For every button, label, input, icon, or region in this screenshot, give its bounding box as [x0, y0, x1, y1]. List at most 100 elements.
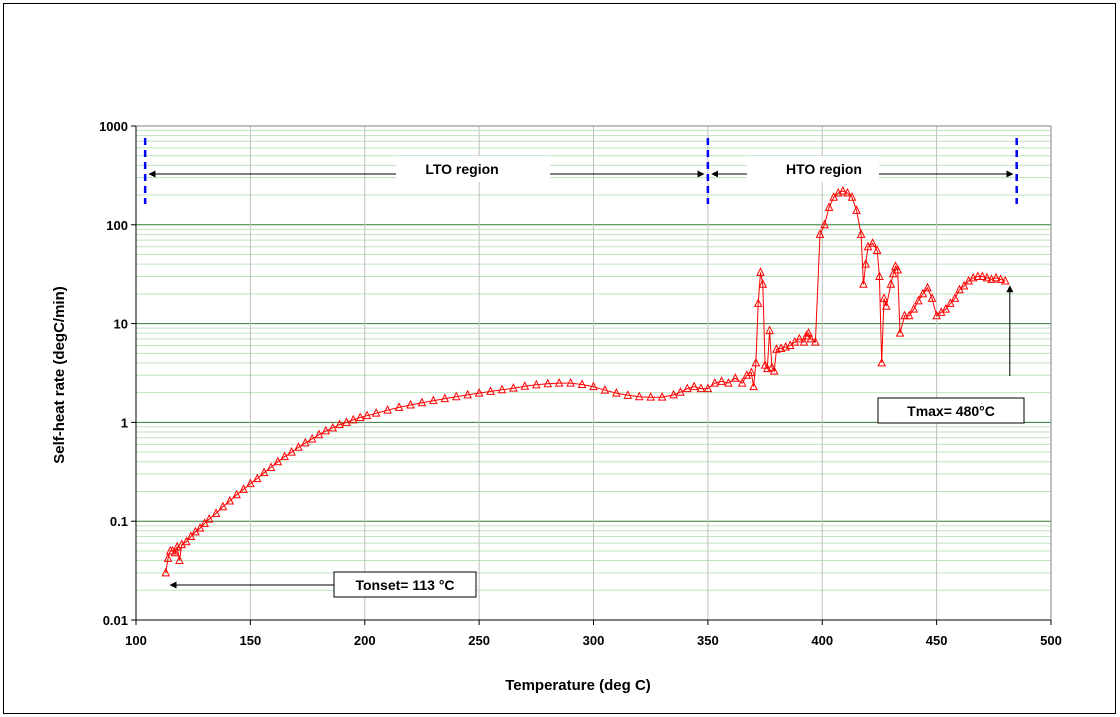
data-point	[451, 391, 461, 401]
data-point	[600, 385, 610, 394]
data-point	[355, 412, 365, 422]
data-point	[509, 383, 518, 392]
data-point	[801, 330, 811, 340]
data-point	[440, 393, 450, 403]
x-tick-label: 500	[1040, 633, 1062, 648]
y-tick-label: 1	[121, 415, 128, 430]
data-point	[554, 377, 564, 387]
data-point	[211, 508, 221, 517]
data-point	[463, 389, 472, 399]
data-point	[328, 422, 338, 432]
data-point	[856, 229, 866, 238]
data-point	[923, 282, 932, 292]
data-point	[696, 383, 706, 393]
x-tick-label: 300	[583, 633, 605, 648]
data-point	[815, 229, 825, 238]
data-point	[161, 567, 171, 577]
x-tick-label: 100	[125, 633, 147, 648]
data-point	[589, 381, 598, 391]
data-point	[394, 402, 404, 411]
y-tick-label: 100	[106, 218, 128, 233]
data-point	[710, 377, 720, 387]
data-point	[868, 238, 877, 247]
data-point	[204, 513, 214, 523]
data-point	[703, 383, 713, 393]
data-point	[532, 379, 541, 389]
x-axis-title: Temperature (deg C)	[505, 677, 651, 694]
data-point	[838, 185, 848, 195]
data-point	[769, 366, 779, 375]
x-tick-label: 350	[697, 633, 719, 648]
data-point	[577, 379, 587, 388]
data-point	[195, 523, 205, 532]
data-point	[349, 414, 358, 424]
data-point	[806, 333, 816, 343]
data-point	[731, 373, 740, 382]
data-point	[914, 295, 923, 305]
y-tick-label: 1000	[99, 119, 128, 134]
data-point	[946, 298, 955, 307]
data-point	[669, 389, 678, 399]
x-tick-label: 150	[240, 633, 262, 648]
data-point	[429, 395, 438, 405]
data-point	[820, 219, 829, 229]
data-point	[724, 377, 733, 387]
data-point	[900, 310, 909, 320]
y-tick-label: 0.1	[110, 514, 128, 529]
data-point	[474, 387, 484, 397]
data-point	[811, 336, 820, 346]
x-tick-labels: 100 150 200 250 300 350 400 450 500	[125, 620, 1062, 648]
data-point	[847, 192, 857, 201]
y-tick-labels: 0.01 0.1 1 10 100 1000	[99, 119, 136, 628]
chart-frame: 100 150 200 250 300 350 400 450 500 0.01 0.1 1 10 10…	[3, 3, 1116, 714]
data-point	[881, 301, 891, 310]
data-point	[383, 405, 392, 414]
data-point	[909, 304, 919, 313]
annotations: LTO region HTO region Tonset= 113 °C Tma…	[148, 156, 1025, 598]
data-point	[765, 325, 774, 335]
data-point	[497, 384, 507, 394]
data-point	[335, 419, 344, 429]
data-point	[371, 408, 381, 417]
data-point	[170, 547, 180, 557]
data-point	[767, 362, 777, 371]
data-point	[751, 357, 761, 367]
data-point	[520, 381, 530, 390]
data-point	[799, 336, 809, 346]
data-point	[950, 293, 960, 302]
data-point	[266, 462, 276, 471]
data-point	[307, 433, 317, 443]
data-point	[182, 536, 191, 546]
data-point	[875, 271, 884, 280]
data-point	[362, 410, 372, 420]
data-point	[175, 555, 184, 565]
data-point	[246, 478, 255, 488]
data-point	[239, 484, 248, 493]
data-point	[982, 272, 992, 282]
data-point	[314, 429, 324, 439]
data-point	[918, 288, 928, 298]
hto-region-label: HTO region	[786, 161, 862, 177]
data-point	[566, 377, 575, 387]
data-point	[543, 378, 553, 388]
region-markers	[143, 138, 1018, 204]
data-point	[200, 518, 209, 527]
data-series	[161, 185, 1010, 577]
data-point	[406, 399, 415, 409]
data-point	[646, 392, 655, 401]
x-tick-label: 450	[926, 633, 948, 648]
data-point	[859, 279, 868, 288]
data-point	[973, 271, 983, 280]
data-point	[843, 187, 852, 197]
data-point	[280, 451, 289, 461]
tonset-box	[333, 571, 477, 598]
data-point	[218, 501, 228, 511]
data-point	[996, 274, 1005, 283]
data-point	[163, 553, 173, 562]
data-point	[747, 367, 756, 376]
data-point	[273, 456, 283, 466]
tonset-label: Tonset= 113 °C	[355, 577, 454, 593]
data-point	[252, 473, 262, 483]
data-point	[879, 293, 889, 302]
data-point	[758, 279, 768, 288]
